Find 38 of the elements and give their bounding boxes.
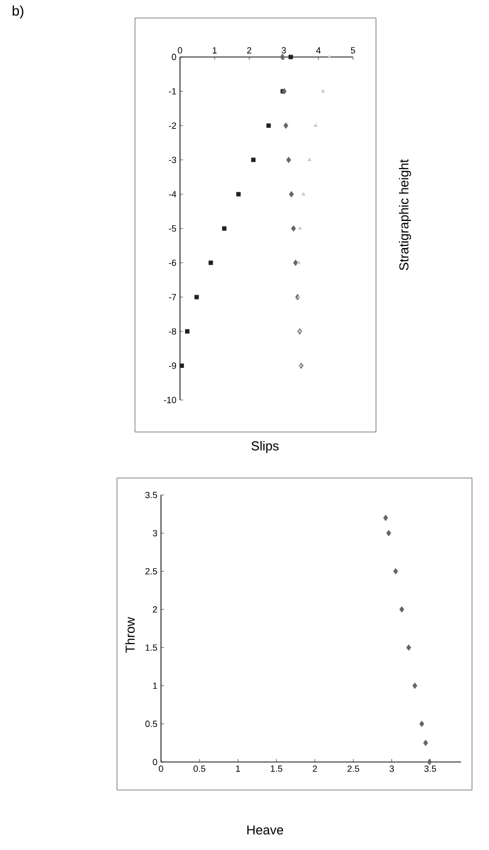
y-tick-label: -9 — [168, 362, 176, 369]
x-tick-label: 0 — [178, 47, 182, 54]
y-tick-label: 1 — [153, 682, 158, 689]
y-tick-label: 2 — [152, 606, 158, 613]
y-tick-label: 0 — [152, 758, 158, 766]
y-tick-label: -5 — [168, 225, 176, 232]
x-axis-title: Heave — [247, 825, 284, 835]
y-tick-label: -10 — [164, 396, 176, 404]
x-tick-label: 4 — [316, 47, 321, 54]
y-tick-label: 0 — [172, 54, 176, 60]
y-tick-label: -6 — [168, 260, 176, 266]
x-tick-label: 3 — [282, 47, 286, 54]
x-tick-label: 2 — [247, 47, 252, 54]
x-tick-label: 0.5 — [194, 766, 206, 772]
x-tick-label: 1 — [236, 766, 240, 772]
y-tick-label: -1 — [168, 88, 176, 94]
text: b) — [12, 5, 24, 18]
x-tick-label: 3.5 — [424, 766, 436, 772]
y-axis-title: Stratigraphic height — [398, 159, 412, 270]
x-tick-label: 0 — [158, 766, 164, 772]
x-tick-label: 5 — [350, 47, 356, 54]
y-tick-label: 2.5 — [145, 568, 158, 574]
y-tick-label: -4 — [168, 191, 176, 198]
y-tick-label: 1.5 — [146, 644, 158, 651]
x-tick-label: 3 — [390, 766, 394, 772]
x-tick-label: 1.5 — [270, 766, 282, 772]
y-tick-label: 3.5 — [145, 492, 158, 498]
y-tick-label: -7 — [168, 294, 176, 300]
x-tick-label: 2.5 — [348, 766, 360, 772]
x-tick-label: 1 — [212, 47, 217, 54]
y-tick-label: 0.5 — [145, 720, 158, 728]
y-tick-label: -8 — [168, 328, 176, 335]
x-axis-title: Slips — [252, 440, 279, 454]
y-tick-label: -3 — [168, 156, 176, 164]
y-axis-title: Throw — [125, 616, 135, 653]
y-tick-label: -2 — [168, 122, 176, 129]
y-tick-label: 3 — [152, 530, 158, 536]
x-tick-label: 2 — [312, 766, 317, 772]
